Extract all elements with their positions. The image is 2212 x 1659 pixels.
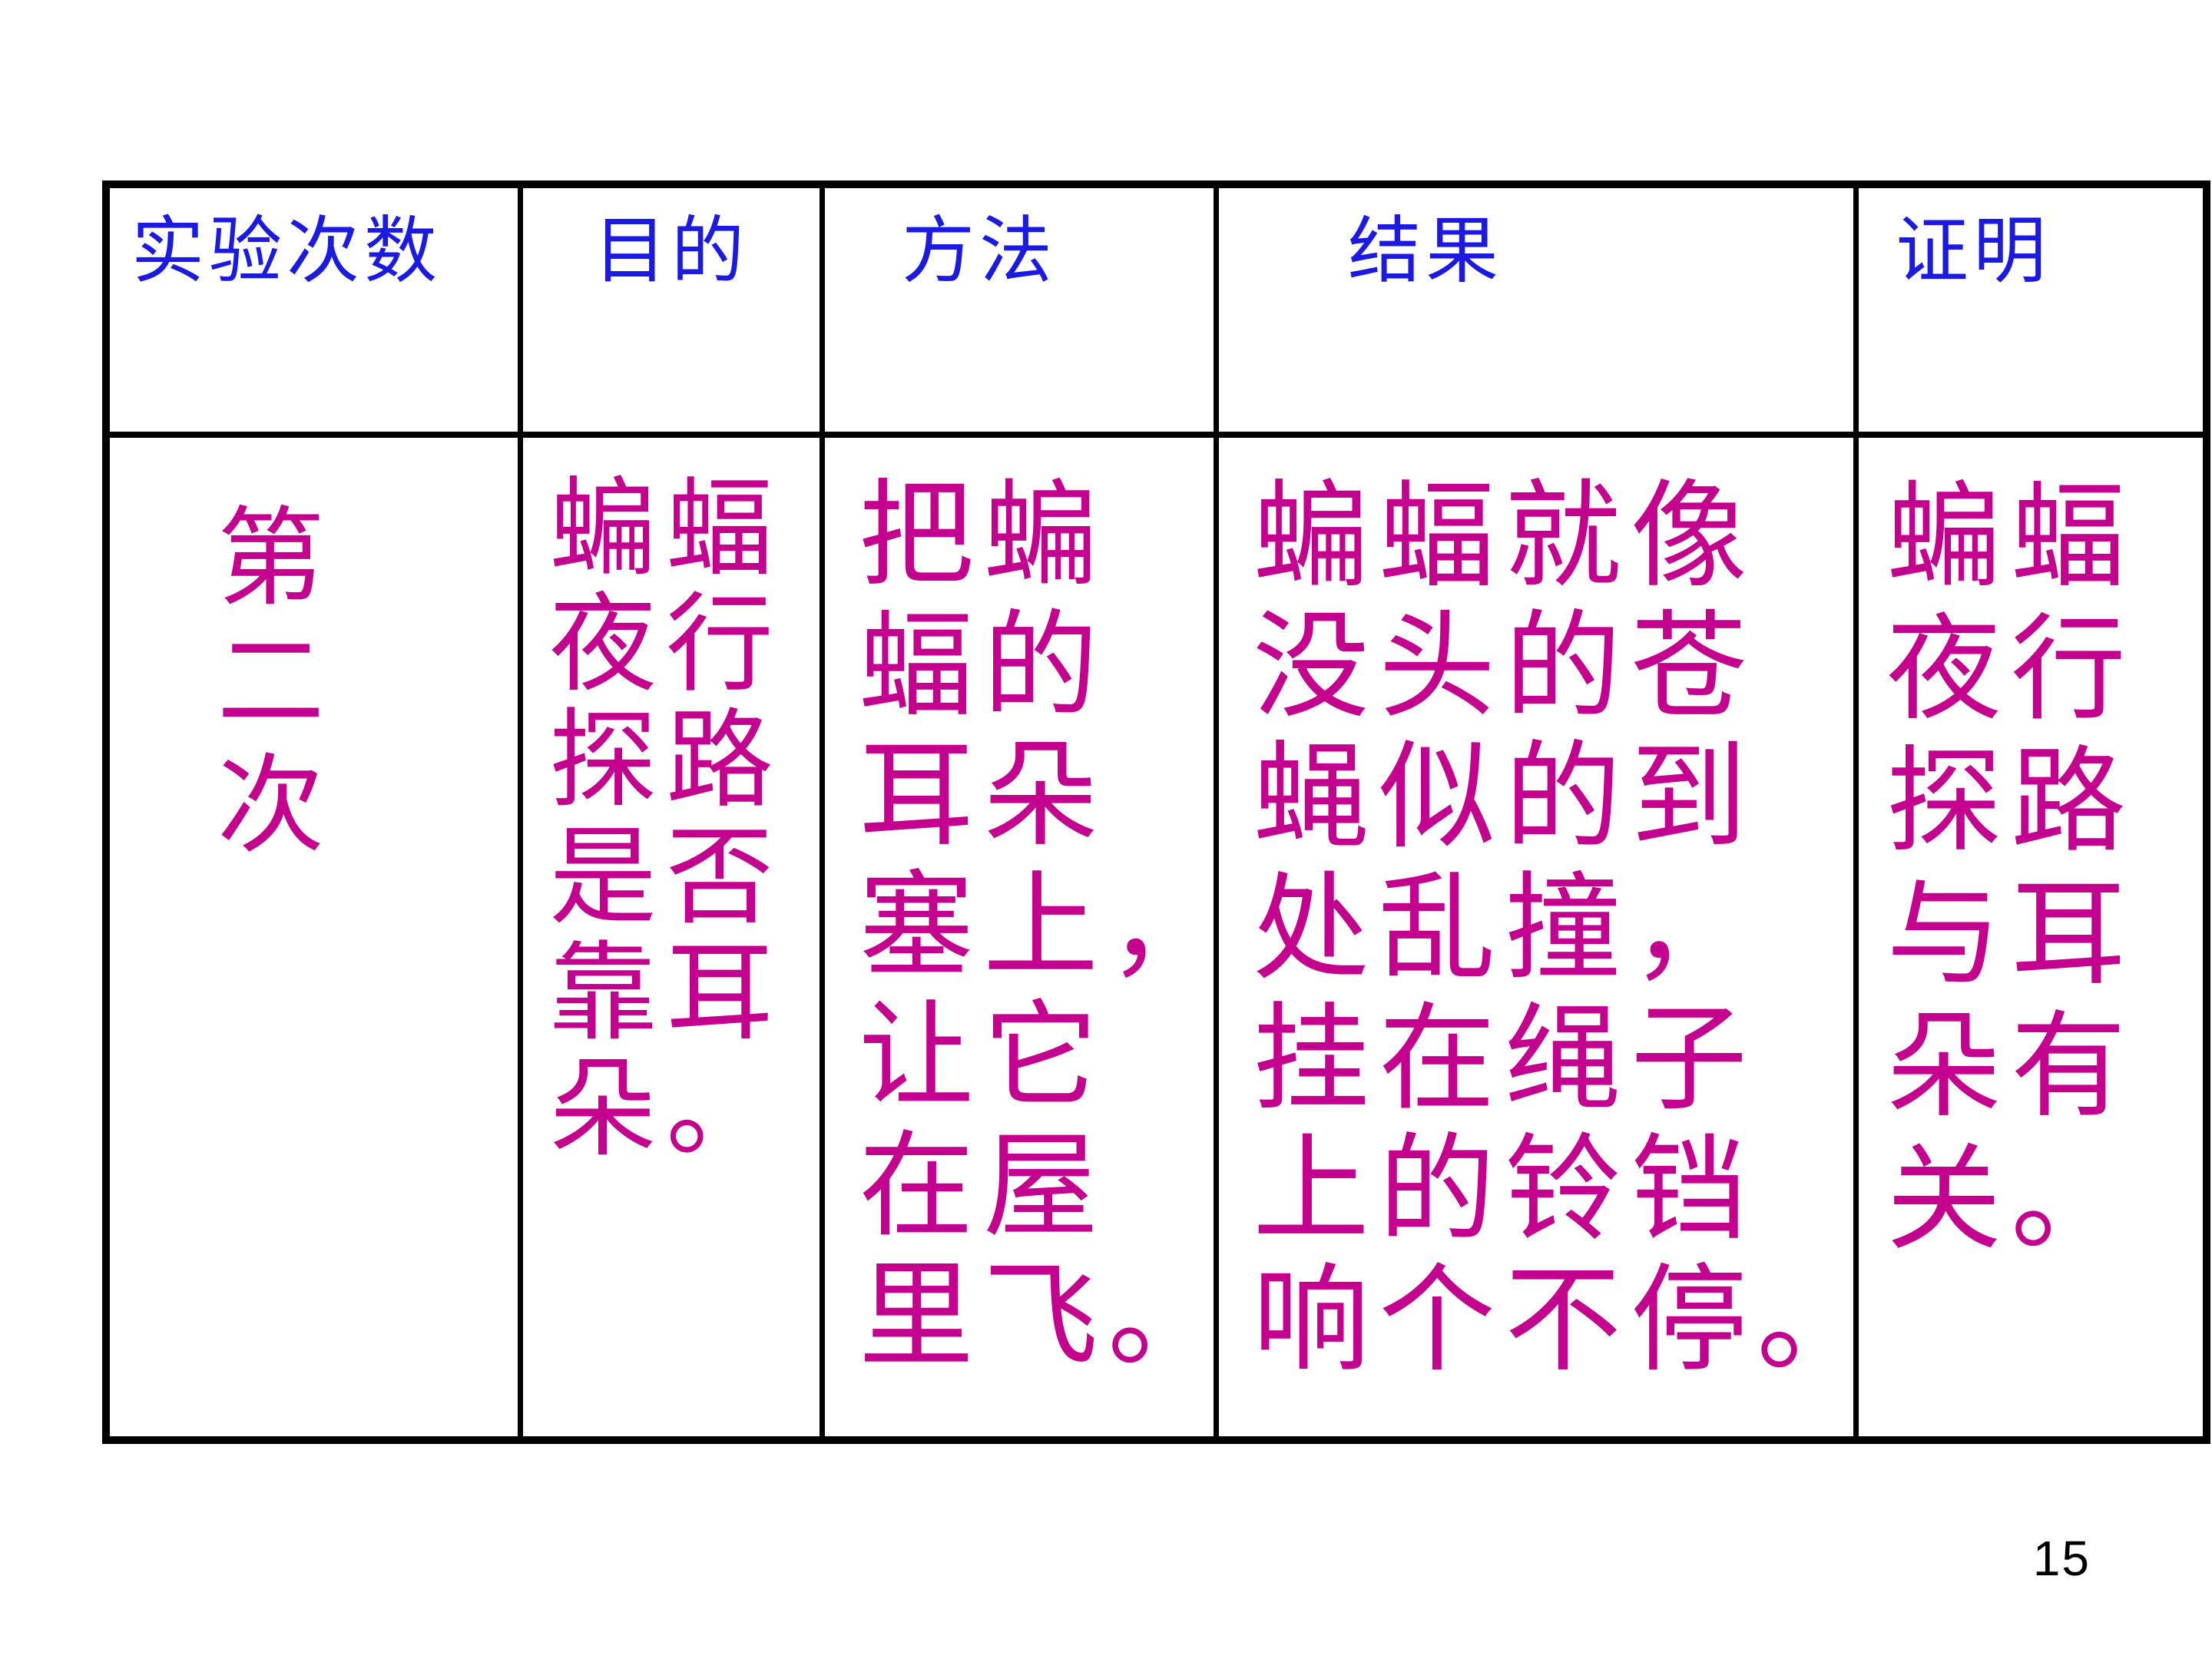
body-cell-experiment-count: 第二次 bbox=[110, 438, 523, 1436]
text-line: 蝇似的到 bbox=[1253, 733, 1757, 863]
text-line: 把蝙 bbox=[859, 472, 1108, 600]
text-line: 没头的苍 bbox=[1253, 603, 1757, 733]
text-line: 耳朵 bbox=[859, 733, 1108, 860]
text-line: 里飞。 bbox=[859, 1253, 1219, 1381]
text-line: 朵。 bbox=[549, 1050, 783, 1170]
text-line: 蝙蝠就像 bbox=[1253, 472, 1757, 601]
text-line: 响个不停。 bbox=[1253, 1257, 1859, 1386]
text-line: 处乱撞， bbox=[1253, 864, 1757, 994]
text-line: 蝙蝠 bbox=[1886, 474, 2136, 601]
text-line: 夜行 bbox=[549, 586, 783, 706]
text-line: 在屋 bbox=[859, 1123, 1108, 1251]
text-line: 探路 bbox=[549, 702, 783, 822]
body-cell-method: 把蝙 蝠的 耳朵 塞上， 让它 在屋 里飞。 bbox=[825, 438, 1219, 1436]
text-line: 塞上， bbox=[859, 863, 1219, 991]
text-line: 靠耳 bbox=[549, 934, 783, 1054]
text-line: 朵有 bbox=[1886, 1004, 2136, 1131]
text-line: 上的铃铛 bbox=[1253, 1126, 1757, 1256]
text-line: 挂在绳子 bbox=[1253, 995, 1757, 1124]
body-cell-purpose: 蝙蝠 夜行 探路 是否 靠耳 朵。 bbox=[523, 438, 825, 1436]
text-line: 蝙蝠 bbox=[549, 470, 783, 589]
text-line: 蝠的 bbox=[859, 602, 1108, 730]
header-cell-experiment-count: 实验次数 bbox=[110, 188, 523, 438]
text-line: 是否 bbox=[549, 818, 783, 938]
text-line: 次 bbox=[217, 747, 334, 866]
header-cell-proof: 证明 bbox=[1859, 188, 2203, 438]
page-number: 15 bbox=[2032, 1531, 2091, 1586]
body-cell-proof: 蝙蝠 夜行 探路 与耳 朵有 关。 bbox=[1859, 438, 2203, 1436]
header-cell-result: 结果 bbox=[1219, 188, 1859, 438]
experiment-table: 实验次数 目的 方法 结果 证明 第二次 蝙蝠 夜行 探路 是否 靠耳 朵。 把蝙 蝠的 耳朵… bbox=[102, 180, 2210, 1444]
text-line: 二 bbox=[217, 624, 334, 743]
text-line: 探路 bbox=[1886, 739, 2136, 866]
text-line: 夜行 bbox=[1886, 606, 2136, 734]
text-line: 关。 bbox=[1886, 1136, 2136, 1264]
header-cell-purpose: 目的 bbox=[523, 188, 825, 438]
header-cell-method: 方法 bbox=[825, 188, 1219, 438]
text-line: 让它 bbox=[859, 993, 1108, 1121]
text-line: 第 bbox=[217, 500, 334, 619]
text-line: 与耳 bbox=[1886, 871, 2136, 999]
body-cell-result: 蝙蝠就像 没头的苍 蝇似的到 处乱撞， 挂在绳子 上的铃铛 响个不停。 bbox=[1219, 438, 1859, 1436]
